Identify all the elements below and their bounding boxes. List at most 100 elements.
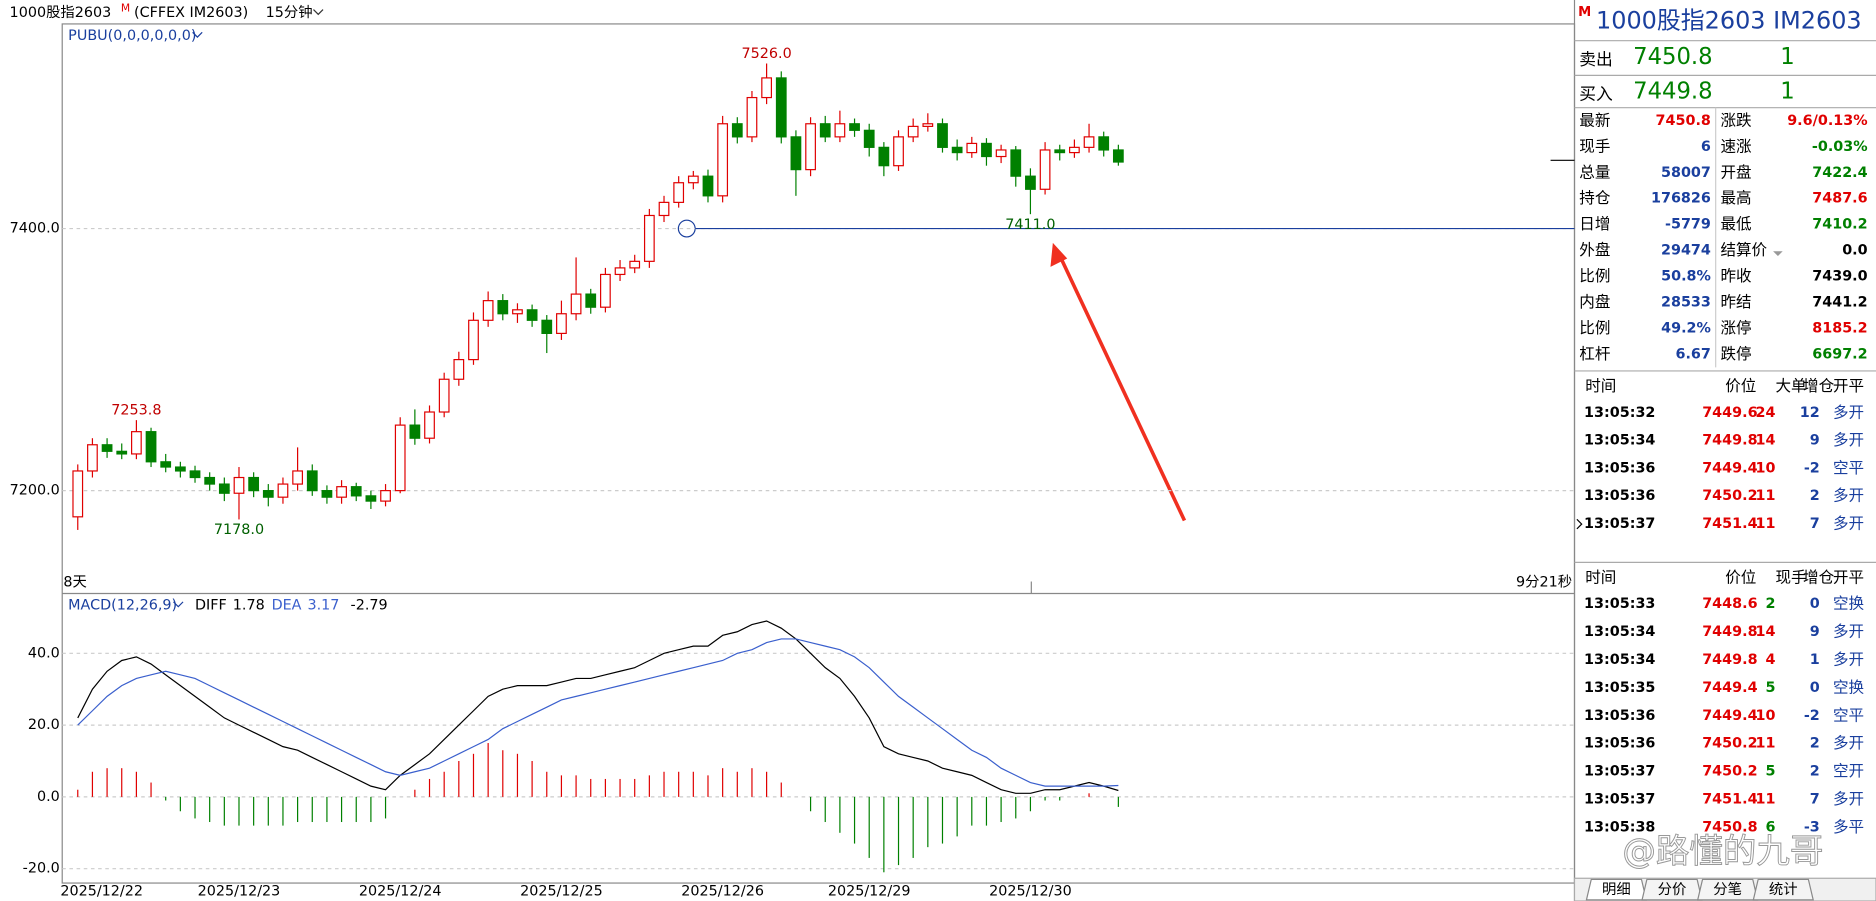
candle-body (702, 175, 714, 197)
quote-value: 0.0 (1842, 243, 1867, 259)
candle-body (746, 96, 758, 138)
x-tick-label: 2025/12/25 (520, 883, 603, 899)
tab-label[interactable]: 分价 (1658, 881, 1687, 898)
quote-value: 7450.8 (1656, 113, 1711, 129)
quote-label: 最新 (1579, 111, 1610, 129)
table-cell: 13:05:34 (1584, 433, 1655, 449)
candle-body (878, 146, 890, 167)
candle-body (643, 214, 655, 262)
quote-value: 49.2% (1661, 321, 1711, 337)
table-header: 价位 (1725, 377, 1756, 395)
tab-label[interactable]: 明细 (1602, 881, 1631, 898)
table-cell: 13:05:36 (1584, 708, 1655, 724)
candle-body (834, 123, 846, 138)
tab-label[interactable]: 统计 (1769, 881, 1798, 898)
table-header: 开平 (1833, 377, 1864, 395)
dropdown-icon[interactable] (1773, 251, 1783, 257)
quote-label: 跌停 (1720, 345, 1751, 363)
period[interactable]: 15分钟 (266, 4, 313, 21)
table-cell: -3 (1804, 819, 1820, 835)
candle-body (863, 129, 875, 148)
dropdown-icon[interactable] (192, 31, 203, 38)
left-tag: 8天 (63, 575, 86, 591)
quote-label: 最高 (1720, 189, 1751, 207)
table-cell: 7448.6 (1702, 596, 1757, 612)
order-label: 买入 (1579, 84, 1613, 104)
quote-value: 176826 (1651, 191, 1711, 207)
quote-label: 最低 (1720, 215, 1752, 233)
table-cell: 7449.6 (1702, 405, 1757, 421)
candle-body (687, 175, 699, 184)
candle-body (248, 476, 260, 492)
table-header: 增仓 (1803, 568, 1835, 586)
table-cell: 9 (1810, 433, 1820, 449)
table-cell: 7449.8 (1702, 624, 1757, 640)
candle-body (585, 293, 597, 308)
candle-body (497, 300, 509, 315)
table-cell: 4 (1766, 652, 1776, 668)
candle-body (673, 182, 685, 203)
candle-body (438, 378, 450, 413)
candle-body (805, 123, 816, 171)
arrow-head (1050, 242, 1068, 267)
candle-body (204, 476, 216, 485)
quote-title: 1000股指2603 IM2603 (1596, 7, 1862, 35)
table-cell: 13:05:35 (1584, 680, 1655, 696)
price-annotation: 7178.0 (214, 522, 264, 538)
candle-body (1098, 136, 1110, 151)
table-cell: 0 (1810, 680, 1820, 696)
dropdown-icon[interactable] (313, 9, 324, 16)
candle-body (966, 142, 978, 154)
table-cell: 13:05:37 (1584, 764, 1655, 780)
table-header: 时间 (1585, 568, 1616, 586)
order-price: 7450.8 (1633, 44, 1712, 70)
candle-body (468, 319, 479, 361)
tab[interactable] (1752, 878, 1814, 901)
dropdown-icon[interactable] (173, 601, 184, 608)
table-cell: 13:05:36 (1584, 460, 1655, 476)
table-cell: 7 (1810, 791, 1820, 807)
tab-label[interactable]: 分笔 (1713, 881, 1742, 898)
table-cell: 10 (1756, 460, 1776, 476)
table-cell: 9 (1810, 624, 1820, 640)
candle-body (174, 466, 186, 472)
table-cell: 7450.2 (1702, 736, 1757, 752)
table-cell: 14 (1756, 433, 1776, 449)
candle-body (731, 123, 743, 138)
quote-value: 6 (1701, 139, 1711, 155)
arrow-shaft (1057, 252, 1187, 522)
table-cell: 多平 (1833, 818, 1864, 836)
table-cell: 7451.4 (1702, 516, 1757, 532)
candle-body (981, 142, 992, 158)
candle-body (233, 476, 245, 494)
candle-body (893, 136, 904, 167)
table-cell: -2 (1804, 460, 1820, 476)
x-tick-label: 2025/12/22 (60, 883, 143, 899)
exchange: (CFFEX IM2603) (134, 5, 248, 21)
quote-label: 外盘 (1579, 240, 1610, 259)
table-header: 增仓 (1803, 377, 1835, 395)
table-cell: 14 (1756, 624, 1776, 640)
table-cell: 空换 (1833, 678, 1865, 696)
candle-body (482, 300, 494, 321)
row-cursor (1576, 518, 1583, 530)
table-cell: 10 (1756, 708, 1776, 724)
candle-body (1083, 136, 1095, 148)
candle-body (409, 424, 421, 439)
candle-body (87, 444, 98, 472)
macd-line (77, 620, 1119, 794)
table-cell: 13:05:36 (1584, 488, 1655, 504)
table-cell: 12 (1800, 405, 1820, 421)
candle-body (819, 123, 831, 138)
candle-body (717, 123, 729, 197)
order-qty: 1 (1780, 79, 1794, 105)
table-cell: 1 (1810, 652, 1820, 668)
candle-body (995, 149, 1007, 158)
candle-body (570, 293, 582, 315)
x-tick-label: 2025/12/30 (989, 883, 1072, 899)
quote-label: 昨收 (1720, 267, 1751, 285)
table-cell: 空平 (1833, 459, 1864, 477)
quote-flag: M (1578, 5, 1591, 20)
table-cell: 11 (1756, 736, 1776, 752)
